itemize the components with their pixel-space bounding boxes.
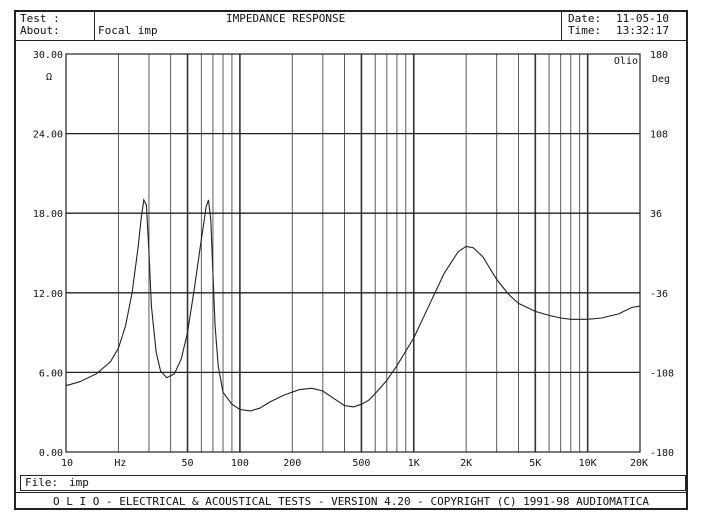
- x-tick-label: 500: [352, 458, 370, 469]
- x-tick-label: 200: [283, 458, 301, 469]
- x-tick-label: 10: [61, 458, 73, 469]
- y2-tick-label: 108: [650, 130, 668, 141]
- file-value: imp: [69, 476, 89, 489]
- x-tick-label: 1K: [408, 458, 420, 469]
- y-tick-label: 6.00: [39, 368, 63, 379]
- y2-tick-label: 180: [650, 50, 668, 61]
- about-label: About:: [20, 24, 60, 37]
- y-tick-label: 18.00: [33, 209, 63, 220]
- y2-tick-label: 36: [650, 209, 662, 220]
- x-tick-label: 50: [182, 458, 194, 469]
- y2-axis-label: Deg: [652, 74, 670, 85]
- y-tick-label: 30.00: [33, 50, 63, 61]
- x-tick-label: 100: [231, 458, 249, 469]
- y2-tick-label: -36: [650, 289, 668, 300]
- chart-grid: [66, 54, 640, 452]
- impedance-curve: [65, 198, 641, 412]
- y-tick-label: 24.00: [33, 130, 63, 141]
- x-tick-label: 5K: [529, 458, 541, 469]
- file-label: File:: [25, 476, 59, 489]
- time-value: 13:32:17: [616, 24, 669, 37]
- header-divider: [561, 12, 562, 40]
- corner-label: Olio: [614, 56, 638, 67]
- footer-copyright: O L I O - ELECTRICAL & ACOUSTICAL TESTS …: [16, 492, 686, 511]
- plot-border: [65, 53, 641, 453]
- x-tick-label: 20K: [630, 458, 648, 469]
- olio-window: Test : About: Focal imp IMPEDANCE RESPON…: [14, 10, 688, 510]
- date-value: 11-05-10: [616, 12, 669, 25]
- y-tick-label: 0.00: [39, 448, 63, 459]
- about-value: Focal imp: [98, 24, 158, 37]
- y2-tick-label: -108: [650, 368, 674, 379]
- file-bar: File: imp: [20, 475, 686, 491]
- y2-tick-label: -180: [650, 448, 674, 459]
- test-label: Test :: [20, 12, 60, 25]
- header-bar: Test : About: Focal imp IMPEDANCE RESPON…: [16, 12, 686, 41]
- x-tick-label: 2K: [460, 458, 472, 469]
- page-title: IMPEDANCE RESPONSE: [226, 12, 346, 25]
- y-unit-label: Ω: [46, 72, 52, 83]
- x-unit-label: Hz: [114, 458, 126, 469]
- y-tick-label: 12.00: [33, 289, 63, 300]
- chart-labels: 0.00 6.00 12.00 18.00 24.00 30.00 Ω -180 -108 -36…: [33, 50, 674, 469]
- date-label: Date:: [568, 12, 602, 25]
- header-divider: [94, 12, 95, 40]
- x-tick-label: 10K: [579, 458, 597, 469]
- time-label: Time:: [568, 24, 602, 37]
